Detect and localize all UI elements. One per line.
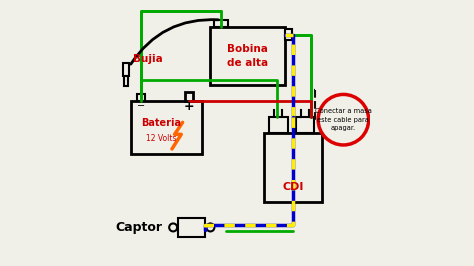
- Text: Conectar a masa
este cable para
apagar.: Conectar a masa este cable para apagar.: [315, 108, 372, 131]
- Bar: [185, 92, 193, 101]
- Bar: [179, 218, 205, 237]
- Bar: [123, 63, 129, 76]
- Bar: [137, 94, 145, 101]
- Circle shape: [169, 223, 177, 231]
- Bar: [131, 101, 202, 154]
- Text: −: −: [137, 101, 146, 111]
- Text: Bujia: Bujia: [133, 53, 163, 64]
- Text: Bateria: Bateria: [141, 118, 181, 128]
- Circle shape: [206, 223, 214, 231]
- Text: +: +: [184, 100, 194, 113]
- Bar: [214, 20, 228, 27]
- Text: Bobina
de alta: Bobina de alta: [227, 44, 268, 68]
- Circle shape: [318, 94, 369, 145]
- Bar: [285, 29, 292, 40]
- Bar: [124, 76, 128, 86]
- Bar: [264, 133, 322, 202]
- Text: CDI: CDI: [282, 182, 303, 192]
- Bar: [210, 27, 285, 85]
- Text: Captor: Captor: [116, 221, 163, 234]
- Text: 12 Volts: 12 Volts: [146, 134, 176, 143]
- Bar: [269, 117, 288, 133]
- Bar: [295, 117, 314, 133]
